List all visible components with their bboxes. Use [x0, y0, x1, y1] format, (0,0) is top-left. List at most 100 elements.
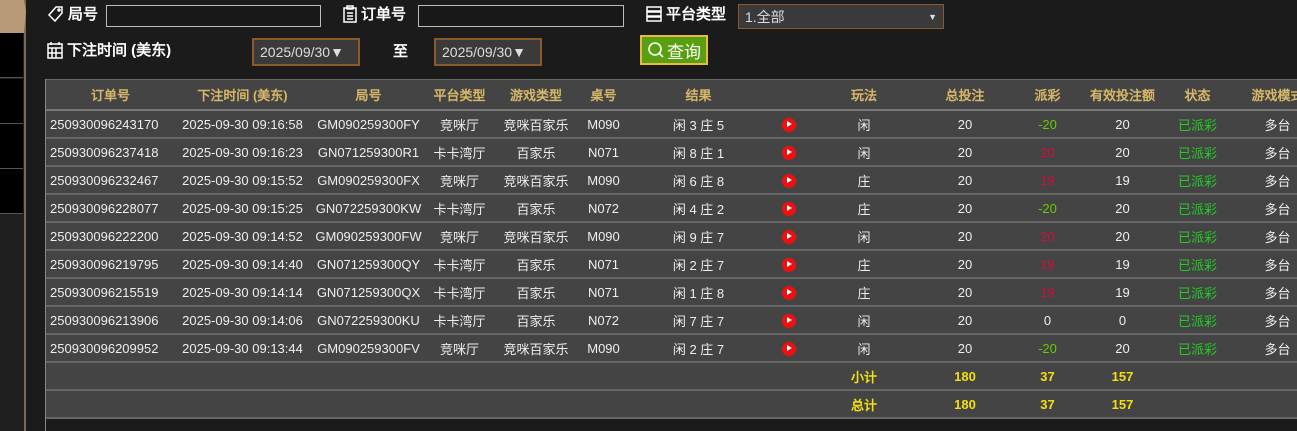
- play-video-icon[interactable]: [782, 201, 796, 216]
- round-input[interactable]: [106, 5, 321, 27]
- cell-table: M090: [580, 166, 627, 195]
- platform-label: 平台类型: [645, 3, 726, 24]
- empty-cell: [1160, 362, 1235, 391]
- bet-records-table: 订单号 下注时间 (美东) 局号 平台类型 游戏类型 桌号 结果 玩法 总投注 派彩 有效投注额 状态…: [46, 79, 1297, 419]
- play-video-icon[interactable]: [782, 341, 796, 356]
- cell-valid: 20: [1085, 334, 1160, 363]
- cell-platform: 卡卡湾厅: [427, 278, 492, 307]
- play-video-icon[interactable]: [782, 173, 796, 188]
- cell-platform: 竞咪厅: [427, 166, 492, 195]
- cell-payout: 19: [1010, 250, 1085, 279]
- cell-play: 庄: [808, 250, 920, 279]
- cell-order: 250930096243170: [46, 110, 175, 139]
- subtotal-row: 小计 180 37 157: [46, 362, 1297, 391]
- platform-select[interactable]: 1.全部 ▼: [738, 4, 944, 29]
- sidebar-item[interactable]: [0, 33, 23, 78]
- cell-game: 百家乐: [492, 250, 580, 279]
- cell-time: 2025-09-30 09:14:52: [175, 222, 310, 251]
- play-video-icon[interactable]: [782, 313, 796, 328]
- cell-status: 已派彩: [1160, 278, 1235, 307]
- empty-cell: [1235, 362, 1297, 391]
- cell-result: 闲 7 庄 7: [627, 306, 770, 335]
- table-row[interactable]: 250930096215519 2025-09-30 09:14:14 GN0712…: [46, 278, 1297, 307]
- table-row[interactable]: 250930096232467 2025-09-30 09:15:52 GM0902…: [46, 166, 1297, 195]
- empty-cell: [46, 362, 175, 391]
- total-payout: 37: [1010, 390, 1085, 419]
- cell-bet: 20: [920, 138, 1010, 167]
- cell-game: 竞咪百家乐: [492, 110, 580, 139]
- cell-round: GN071259300R1: [310, 138, 427, 167]
- cell-status: 已派彩: [1160, 306, 1235, 335]
- query-button[interactable]: 查询: [640, 35, 708, 65]
- subtotal-valid: 157: [1085, 362, 1160, 391]
- clipboard-icon: [343, 4, 357, 23]
- sidebar-item[interactable]: [0, 79, 23, 124]
- sidebar-tab-active[interactable]: [0, 0, 26, 33]
- date-to-select[interactable]: 2025/09/30▼: [434, 38, 542, 66]
- play-video-icon[interactable]: [782, 145, 796, 160]
- header-table: 桌号: [580, 79, 627, 111]
- cell-replay: [770, 222, 808, 251]
- play-video-icon[interactable]: [782, 117, 796, 132]
- cell-play: 闲: [808, 110, 920, 139]
- cell-time: 2025-09-30 09:13:44: [175, 334, 310, 363]
- table-row[interactable]: 250930096209952 2025-09-30 09:13:44 GM0902…: [46, 334, 1297, 363]
- cell-round: GN072259300KU: [310, 306, 427, 335]
- cell-time: 2025-09-30 09:15:52: [175, 166, 310, 195]
- table-row[interactable]: 250930096228077 2025-09-30 09:15:25 GN0722…: [46, 194, 1297, 223]
- cell-table: N071: [580, 278, 627, 307]
- cell-bet: 20: [920, 306, 1010, 335]
- cell-table: N071: [580, 138, 627, 167]
- cell-time: 2025-09-30 09:15:25: [175, 194, 310, 223]
- subtotal-bet: 180: [920, 362, 1010, 391]
- cell-status: 已派彩: [1160, 250, 1235, 279]
- cell-payout: -20: [1010, 334, 1085, 363]
- cell-time: 2025-09-30 09:14:06: [175, 306, 310, 335]
- cell-round: GN071259300QY: [310, 250, 427, 279]
- order-input[interactable]: [418, 5, 624, 27]
- empty-cell: [492, 390, 580, 419]
- to-label: 至: [393, 43, 409, 60]
- table-row[interactable]: 250930096243170 2025-09-30 09:16:58 GM0902…: [46, 110, 1297, 139]
- cell-payout: 20: [1010, 222, 1085, 251]
- cell-result: 闲 3 庄 5: [627, 110, 770, 139]
- cell-bet: 20: [920, 166, 1010, 195]
- cell-replay: [770, 334, 808, 363]
- play-video-icon[interactable]: [782, 285, 796, 300]
- cell-bet: 20: [920, 110, 1010, 139]
- cell-mode: 多台: [1235, 278, 1297, 307]
- order-label: 订单号: [342, 3, 406, 24]
- cell-time: 2025-09-30 09:14:40: [175, 250, 310, 279]
- cell-status: 已派彩: [1160, 222, 1235, 251]
- sidebar-item[interactable]: [0, 169, 23, 214]
- empty-cell: [1160, 390, 1235, 419]
- empty-cell: [427, 390, 492, 419]
- cell-valid: 20: [1085, 222, 1160, 251]
- table-row[interactable]: 250930096213906 2025-09-30 09:14:06 GN0722…: [46, 306, 1297, 335]
- play-video-icon[interactable]: [782, 229, 796, 244]
- cell-game: 百家乐: [492, 278, 580, 307]
- date-from-select[interactable]: 2025/09/30▼: [252, 38, 360, 66]
- total-valid: 157: [1085, 390, 1160, 419]
- cell-replay: [770, 194, 808, 223]
- cell-bet: 20: [920, 250, 1010, 279]
- sidebar-item[interactable]: [0, 124, 23, 169]
- cell-status: 已派彩: [1160, 334, 1235, 363]
- header-replay: [770, 79, 808, 111]
- header-mode: 游戏模式: [1235, 79, 1297, 111]
- table-row[interactable]: 250930096219795 2025-09-30 09:14:40 GN0712…: [46, 250, 1297, 279]
- cell-mode: 多台: [1235, 166, 1297, 195]
- header-play: 玩法: [808, 79, 920, 111]
- cell-game: 百家乐: [492, 138, 580, 167]
- cell-round: GM090259300FW: [310, 222, 427, 251]
- cell-platform: 竞咪厅: [427, 334, 492, 363]
- cell-table: N071: [580, 250, 627, 279]
- cell-payout: 20: [1010, 138, 1085, 167]
- cell-table: M090: [580, 222, 627, 251]
- play-video-icon[interactable]: [782, 257, 796, 272]
- empty-cell: [627, 362, 770, 391]
- header-time: 下注时间 (美东): [175, 79, 310, 111]
- table-row[interactable]: 250930096222200 2025-09-30 09:14:52 GM0902…: [46, 222, 1297, 251]
- table-row[interactable]: 250930096237418 2025-09-30 09:16:23 GN0712…: [46, 138, 1297, 167]
- server-icon: [646, 5, 662, 22]
